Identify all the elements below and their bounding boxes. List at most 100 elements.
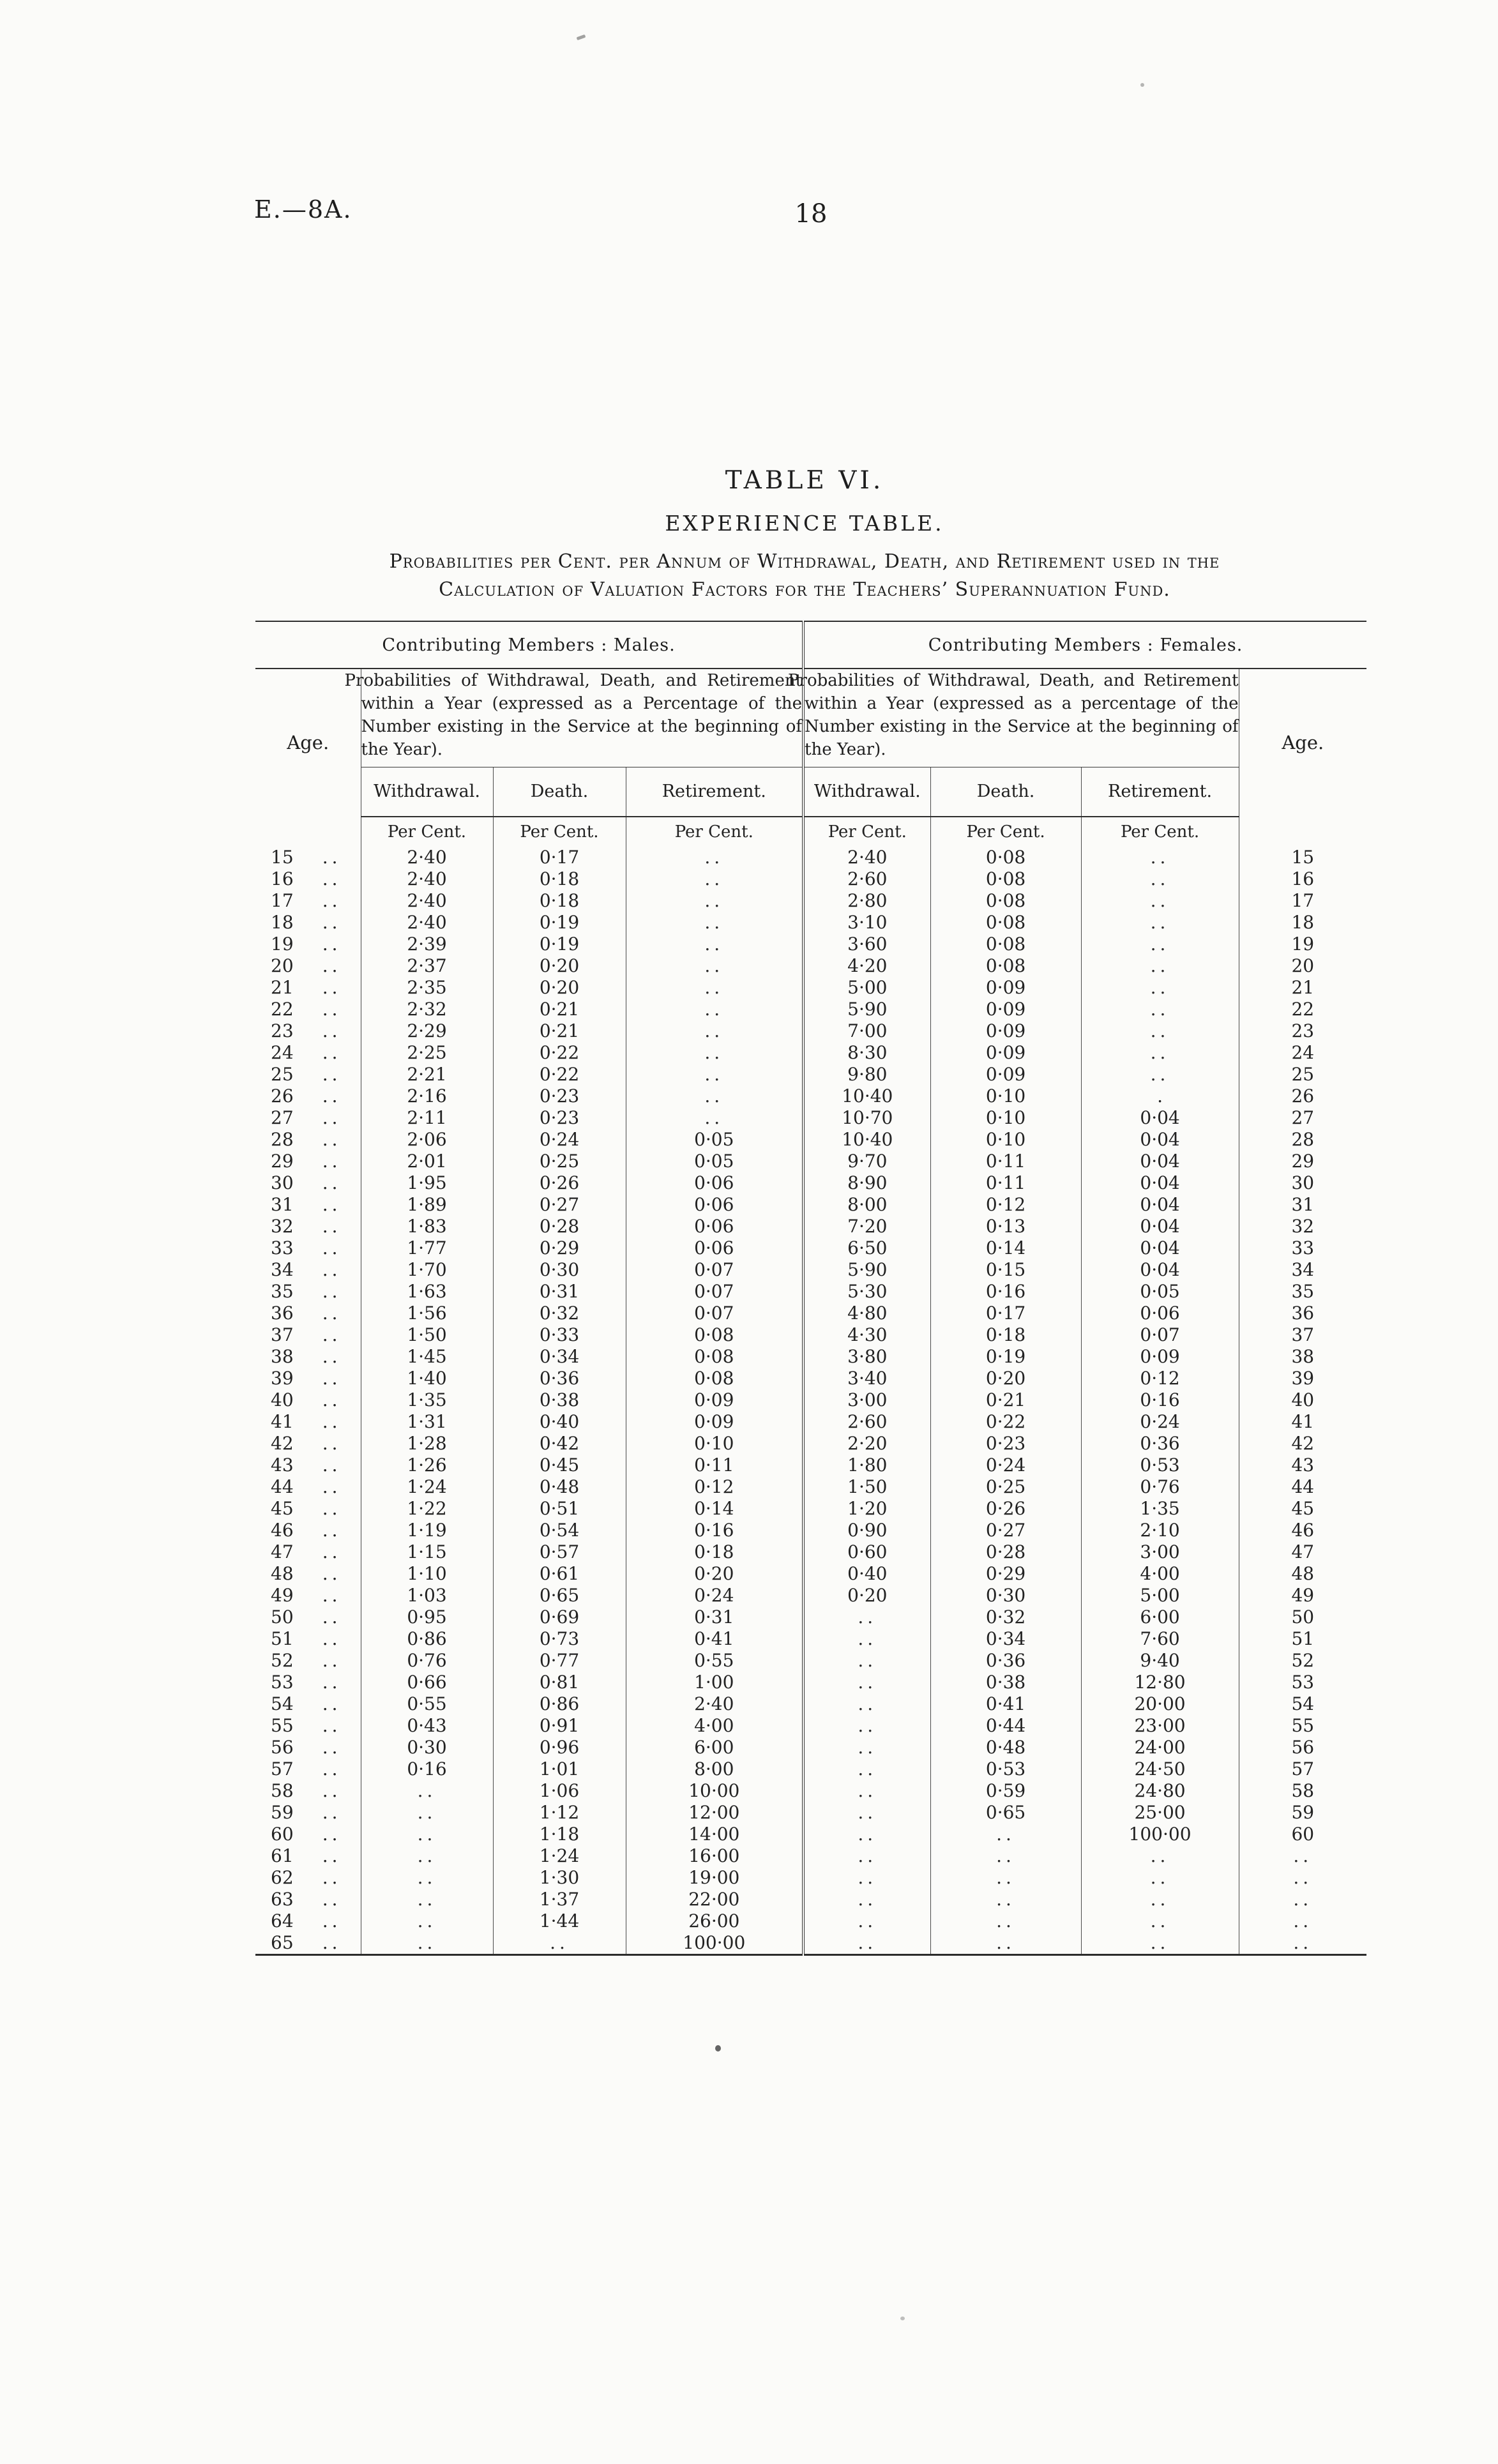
cell-withdrawal-males: 1·70 — [361, 1258, 494, 1281]
cell-retirement-females: .. — [1081, 955, 1239, 977]
age-cell-left: 40.. — [255, 1389, 361, 1411]
cell-death-females: 0·13 — [930, 1215, 1082, 1237]
cell-withdrawal-males: 0·76 — [361, 1649, 494, 1672]
cell-death-males: 0·45 — [493, 1454, 626, 1476]
dot-leader: .. — [322, 999, 342, 1020]
dot-leader: .. — [322, 1541, 342, 1562]
cell-death-males: 1·30 — [493, 1866, 626, 1889]
cell-death-females: 0·16 — [930, 1280, 1082, 1303]
dot-leader: .. — [322, 1498, 342, 1519]
cell-withdrawal-males: 2·25 — [361, 1041, 494, 1064]
age-cell-right: 55 — [1291, 1715, 1315, 1736]
cell-retirement-males: 100·00 — [626, 1931, 805, 1956]
cell-death-females: Per Cent. — [930, 816, 1082, 847]
cell-death-females: 0·36 — [930, 1649, 1082, 1672]
cell-retirement-males: 0·06 — [626, 1193, 805, 1216]
cell-death-males: 0·86 — [493, 1693, 626, 1715]
age-cell-right: 48 — [1291, 1563, 1315, 1584]
table-row: 42.. 1·28 0·42 0·10 2·20 0·23 0·36 42 — [255, 1432, 1366, 1455]
cell-withdrawal-females: 1·80 — [803, 1454, 931, 1476]
cell-retirement-males: .. — [626, 976, 805, 999]
age-cell-right: 21 — [1291, 977, 1315, 998]
cell-retirement-females: 0·36 — [1081, 1432, 1239, 1455]
dot-leader: .. — [322, 1237, 342, 1258]
table-row: 51.. 0·86 0·73 0·41 .. 0·34 7·60 51 — [255, 1628, 1366, 1650]
cell-retirement-males: 0·10 — [626, 1432, 805, 1455]
cell-retirement-females: .. — [1081, 1931, 1239, 1956]
cell-retirement-females: 9·40 — [1081, 1649, 1239, 1672]
age-cell-right: 31 — [1291, 1194, 1315, 1215]
table-row: 37.. 1·50 0·33 0·08 4·30 0·18 0·07 37 — [255, 1324, 1366, 1346]
cell-death-females: 0·21 — [930, 1389, 1082, 1411]
cell-withdrawal-males: 1·03 — [361, 1584, 494, 1606]
age-cell-left: 30.. — [255, 1172, 361, 1194]
age-cell-right: 50 — [1291, 1606, 1315, 1628]
cell-withdrawal-males: 1·35 — [361, 1389, 494, 1411]
dot-leader: .. — [322, 1107, 342, 1128]
cell-retirement-males: 0·12 — [626, 1476, 805, 1498]
age-cell-right: .. — [1293, 1910, 1313, 1931]
cell-retirement-females: 0·04 — [1081, 1107, 1239, 1129]
cell-retirement-males: .. — [626, 1107, 805, 1129]
cell-retirement-females: .. — [1081, 1845, 1239, 1867]
age-cell-right: 25 — [1291, 1064, 1315, 1085]
dot-leader: .. — [322, 1672, 342, 1693]
age-value: 32 — [271, 1216, 294, 1237]
dot-leader: .. — [322, 1411, 342, 1432]
cell-death-females: 0·08 — [930, 955, 1082, 977]
age-cell-left: 49.. — [255, 1584, 361, 1606]
dot-leader: .. — [322, 1020, 342, 1041]
cell-retirement-females: 0·04 — [1081, 1237, 1239, 1259]
dot-leader: .. — [322, 1476, 342, 1497]
age-cell-left: 61.. — [255, 1845, 361, 1867]
cell-withdrawal-females: 8·00 — [803, 1193, 931, 1216]
cell-withdrawal-males: 0·43 — [361, 1714, 494, 1737]
cell-retirement-males: 0·55 — [626, 1649, 805, 1672]
cell-retirement-females: .. — [1081, 1020, 1239, 1042]
cell-withdrawal-females: 3·10 — [803, 911, 931, 933]
cell-withdrawal-males: 2·32 — [361, 998, 494, 1020]
cell-retirement-females: .. — [1081, 846, 1239, 868]
table-row: 58.. .. 1·06 10·00 .. 0·59 24·80 58 — [255, 1780, 1366, 1802]
age-cell-right: 22 — [1291, 999, 1315, 1020]
table-row: 65.. .. .. 100·00 .. .. .. .. — [255, 1931, 1367, 1956]
age-value: 48 — [271, 1563, 294, 1584]
age-cell-right: 43 — [1291, 1455, 1315, 1476]
cell-retirement-males: 16·00 — [626, 1845, 805, 1867]
table-row: 53.. 0·66 0·81 1·00 .. 0·38 12·80 53 — [255, 1671, 1366, 1693]
age-value: 30 — [271, 1172, 294, 1193]
age-value: 39 — [271, 1368, 294, 1389]
table-row: 32.. 1·83 0·28 0·06 7·20 0·13 0·04 32 — [255, 1215, 1366, 1237]
cell-withdrawal-males: 2·29 — [361, 1020, 494, 1042]
cell-withdrawal-males: 2·01 — [361, 1150, 494, 1172]
cell-retirement-males: 0·06 — [626, 1172, 805, 1194]
cell-death-females: 0·65 — [930, 1801, 1082, 1824]
cell-retirement-females: 2·10 — [1081, 1519, 1239, 1541]
cell-death-males: 0·17 — [493, 846, 626, 868]
age-value: 26 — [271, 1085, 294, 1107]
cell-withdrawal-males: 1·63 — [361, 1280, 494, 1303]
column-header-row: Withdrawal. Death. Retirement. Withdrawa… — [255, 767, 1366, 817]
cell-retirement-males: 6·00 — [626, 1736, 805, 1758]
table-row: 20.. 2·37 0·20 .. 4·20 0·08 .. 20 — [255, 955, 1366, 977]
cell-death-males: 0·25 — [493, 1150, 626, 1172]
cell-retirement-males: 10·00 — [626, 1780, 805, 1802]
cell-retirement-females: .. — [1081, 1041, 1239, 1064]
age-cell-right: 35 — [1291, 1281, 1315, 1302]
cell-death-males: 1·44 — [493, 1910, 626, 1932]
age-value: 46 — [271, 1520, 294, 1541]
age-value: 24 — [271, 1042, 294, 1063]
cell-death-males: 0·69 — [493, 1606, 626, 1628]
dot-leader: .. — [322, 1628, 342, 1649]
age-cell-right: 37 — [1291, 1324, 1315, 1345]
cell-death-males: 0·54 — [493, 1519, 626, 1541]
cell-death-females: 0·14 — [930, 1237, 1082, 1259]
cell-death-males: 1·24 — [493, 1845, 626, 1867]
age-cell-left: 20.. — [255, 955, 361, 977]
cell-retirement-females: Per Cent. — [1081, 816, 1239, 847]
cell-withdrawal-females: .. — [803, 1910, 931, 1932]
table-row: 52.. 0·76 0·77 0·55 .. 0·36 9·40 52 — [255, 1649, 1366, 1672]
table-title: TABLE VI. — [725, 466, 884, 495]
age-cell-right: 49 — [1291, 1585, 1315, 1606]
